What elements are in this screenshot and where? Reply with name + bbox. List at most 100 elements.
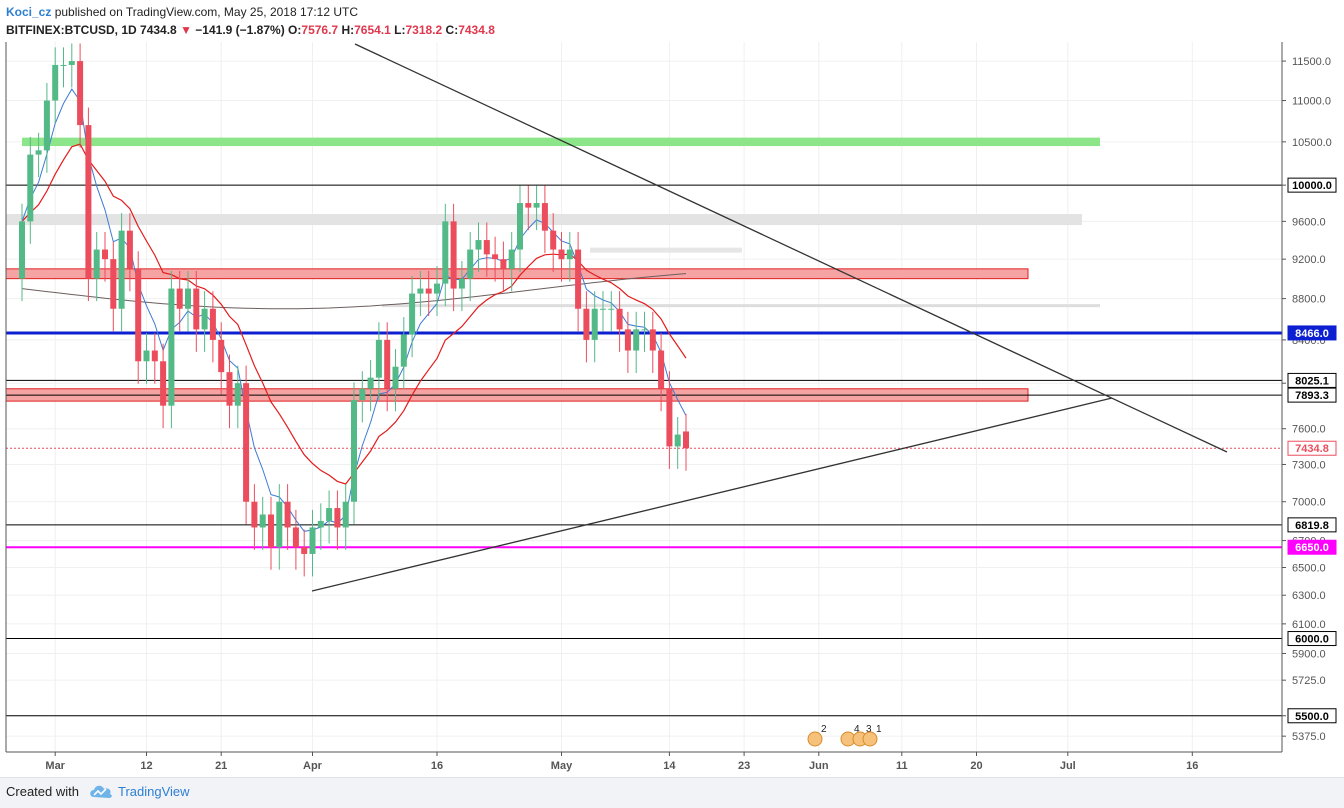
x-tick-label: Jun — [809, 760, 829, 772]
close-label: C: — [445, 23, 459, 37]
symbol-label[interactable]: BITFINEX:BTCUSD, 1D — [6, 23, 137, 37]
candle-body — [276, 501, 283, 548]
candle-body — [450, 221, 457, 289]
candle-body — [483, 240, 490, 255]
price-badge — [1287, 387, 1337, 403]
price-badge — [1287, 372, 1337, 388]
author-link[interactable]: Koci_cz — [6, 5, 52, 19]
publish-line: Koci_cz published on TradingView.com, Ma… — [6, 5, 358, 19]
candle-body — [566, 249, 573, 260]
candle-body — [384, 339, 391, 389]
candle-body — [143, 350, 150, 362]
price-badge — [1287, 708, 1337, 724]
candle-body — [209, 308, 216, 340]
candle-body — [234, 383, 241, 406]
y-tick-label: 8800.0 — [1292, 294, 1326, 306]
candle-body — [342, 501, 349, 528]
candle-body — [641, 329, 648, 331]
candle-body — [367, 377, 374, 389]
candle-body — [616, 308, 623, 330]
y-tick-label: 11500.0 — [1292, 56, 1331, 68]
candle-body — [126, 230, 133, 269]
candle-body — [43, 100, 50, 151]
x-tick-label: 16 — [1186, 760, 1198, 772]
price-zone — [22, 137, 1100, 147]
price-zone — [5, 268, 1029, 280]
event-count: 2 — [821, 724, 827, 735]
descending-trendline[interactable] — [354, 43, 1228, 453]
candle-body — [351, 399, 357, 502]
high-label: H: — [341, 23, 355, 37]
price-badge-label: 8025.1 — [1295, 375, 1329, 387]
candle-body — [417, 288, 424, 294]
price-badge-label: 6650.0 — [1295, 542, 1329, 554]
x-tick-label: 14 — [663, 760, 676, 772]
y-tick-label: 5725.0 — [1292, 675, 1326, 687]
candle-body — [591, 308, 598, 340]
candle-body — [575, 249, 582, 309]
price-badge-label: 6000.0 — [1295, 634, 1329, 646]
published-text: published on TradingView.com, May 25, 20… — [54, 5, 358, 19]
candle-body — [649, 329, 656, 351]
candle-body — [558, 249, 565, 260]
trendlines — [311, 43, 1228, 592]
price-badge-label: 10000.0 — [1292, 180, 1332, 192]
candle-body — [525, 203, 532, 208]
candle-body — [608, 308, 615, 310]
candle-body — [52, 64, 59, 101]
open-value: 7576.7 — [301, 23, 339, 37]
y-tick-label: 5900.0 — [1292, 648, 1326, 660]
candle-body — [624, 329, 631, 351]
price-badge-label: 7893.3 — [1295, 390, 1329, 402]
candle-body — [600, 308, 606, 310]
candle-body — [168, 288, 175, 406]
price-chart[interactable]: 2 431 5375.0 5500.0 5725.0 5900.0 6100.0 6300.… — [0, 42, 1344, 777]
candle-body — [185, 288, 191, 309]
symbol-line: BITFINEX:BTCUSD, 1D 7434.8 ▼ −141.9 (−1.… — [6, 23, 495, 37]
candle-body — [409, 293, 416, 335]
candle-body — [334, 508, 341, 528]
candle-body — [301, 547, 308, 554]
event-flag-icon[interactable] — [807, 731, 823, 747]
price-badge-label: 5500.0 — [1295, 711, 1329, 723]
candle-body — [467, 249, 474, 279]
price-badge-label: 8466.0 — [1295, 328, 1329, 340]
candle-body — [533, 203, 540, 208]
x-tick-label: Jul — [1060, 760, 1076, 772]
candle-body — [508, 249, 515, 269]
candle-body — [19, 221, 25, 279]
candle-body — [201, 308, 208, 330]
candle-body — [110, 259, 117, 309]
low-label: L: — [394, 23, 406, 37]
candle-body — [326, 508, 333, 521]
candle-body — [35, 150, 42, 155]
price-badge — [1287, 440, 1337, 456]
candle-body — [475, 240, 482, 250]
candle-body — [193, 288, 200, 330]
y-tick-label: 7000.0 — [1292, 497, 1326, 509]
tradingview-cloud-icon[interactable] — [88, 782, 114, 800]
price-badges: 10000.0 8466.0 8025.1 7893.3 7434.8 6819.8 665… — [1287, 177, 1337, 724]
y-tick-label: 6100.0 — [1292, 619, 1326, 631]
y-tick-label: 6500.0 — [1292, 562, 1326, 574]
footer-bar: Created with TradingView — [0, 777, 1344, 808]
price-badge — [1287, 539, 1337, 555]
event-count: 1 — [876, 724, 882, 735]
event-flag-icon[interactable] — [862, 731, 878, 747]
tradingview-link[interactable]: TradingView — [118, 784, 190, 799]
candle-body — [60, 64, 67, 66]
candle-body — [425, 288, 432, 294]
candle-body — [500, 259, 507, 269]
candle-body — [102, 249, 108, 260]
candle-body — [284, 501, 291, 528]
candle-body — [176, 288, 183, 309]
time-axis[interactable]: Mar 12 21 Apr 16 May 14 23 Jun 11 20 Jul 16 — [45, 752, 1198, 772]
y-tick-label: 9600.0 — [1292, 216, 1326, 228]
candle-body — [674, 434, 681, 447]
candle-body — [160, 361, 167, 406]
ascending-trendline[interactable] — [311, 397, 1113, 592]
candle-body — [268, 514, 274, 548]
candle-body — [309, 527, 316, 554]
candle-body — [251, 501, 258, 528]
